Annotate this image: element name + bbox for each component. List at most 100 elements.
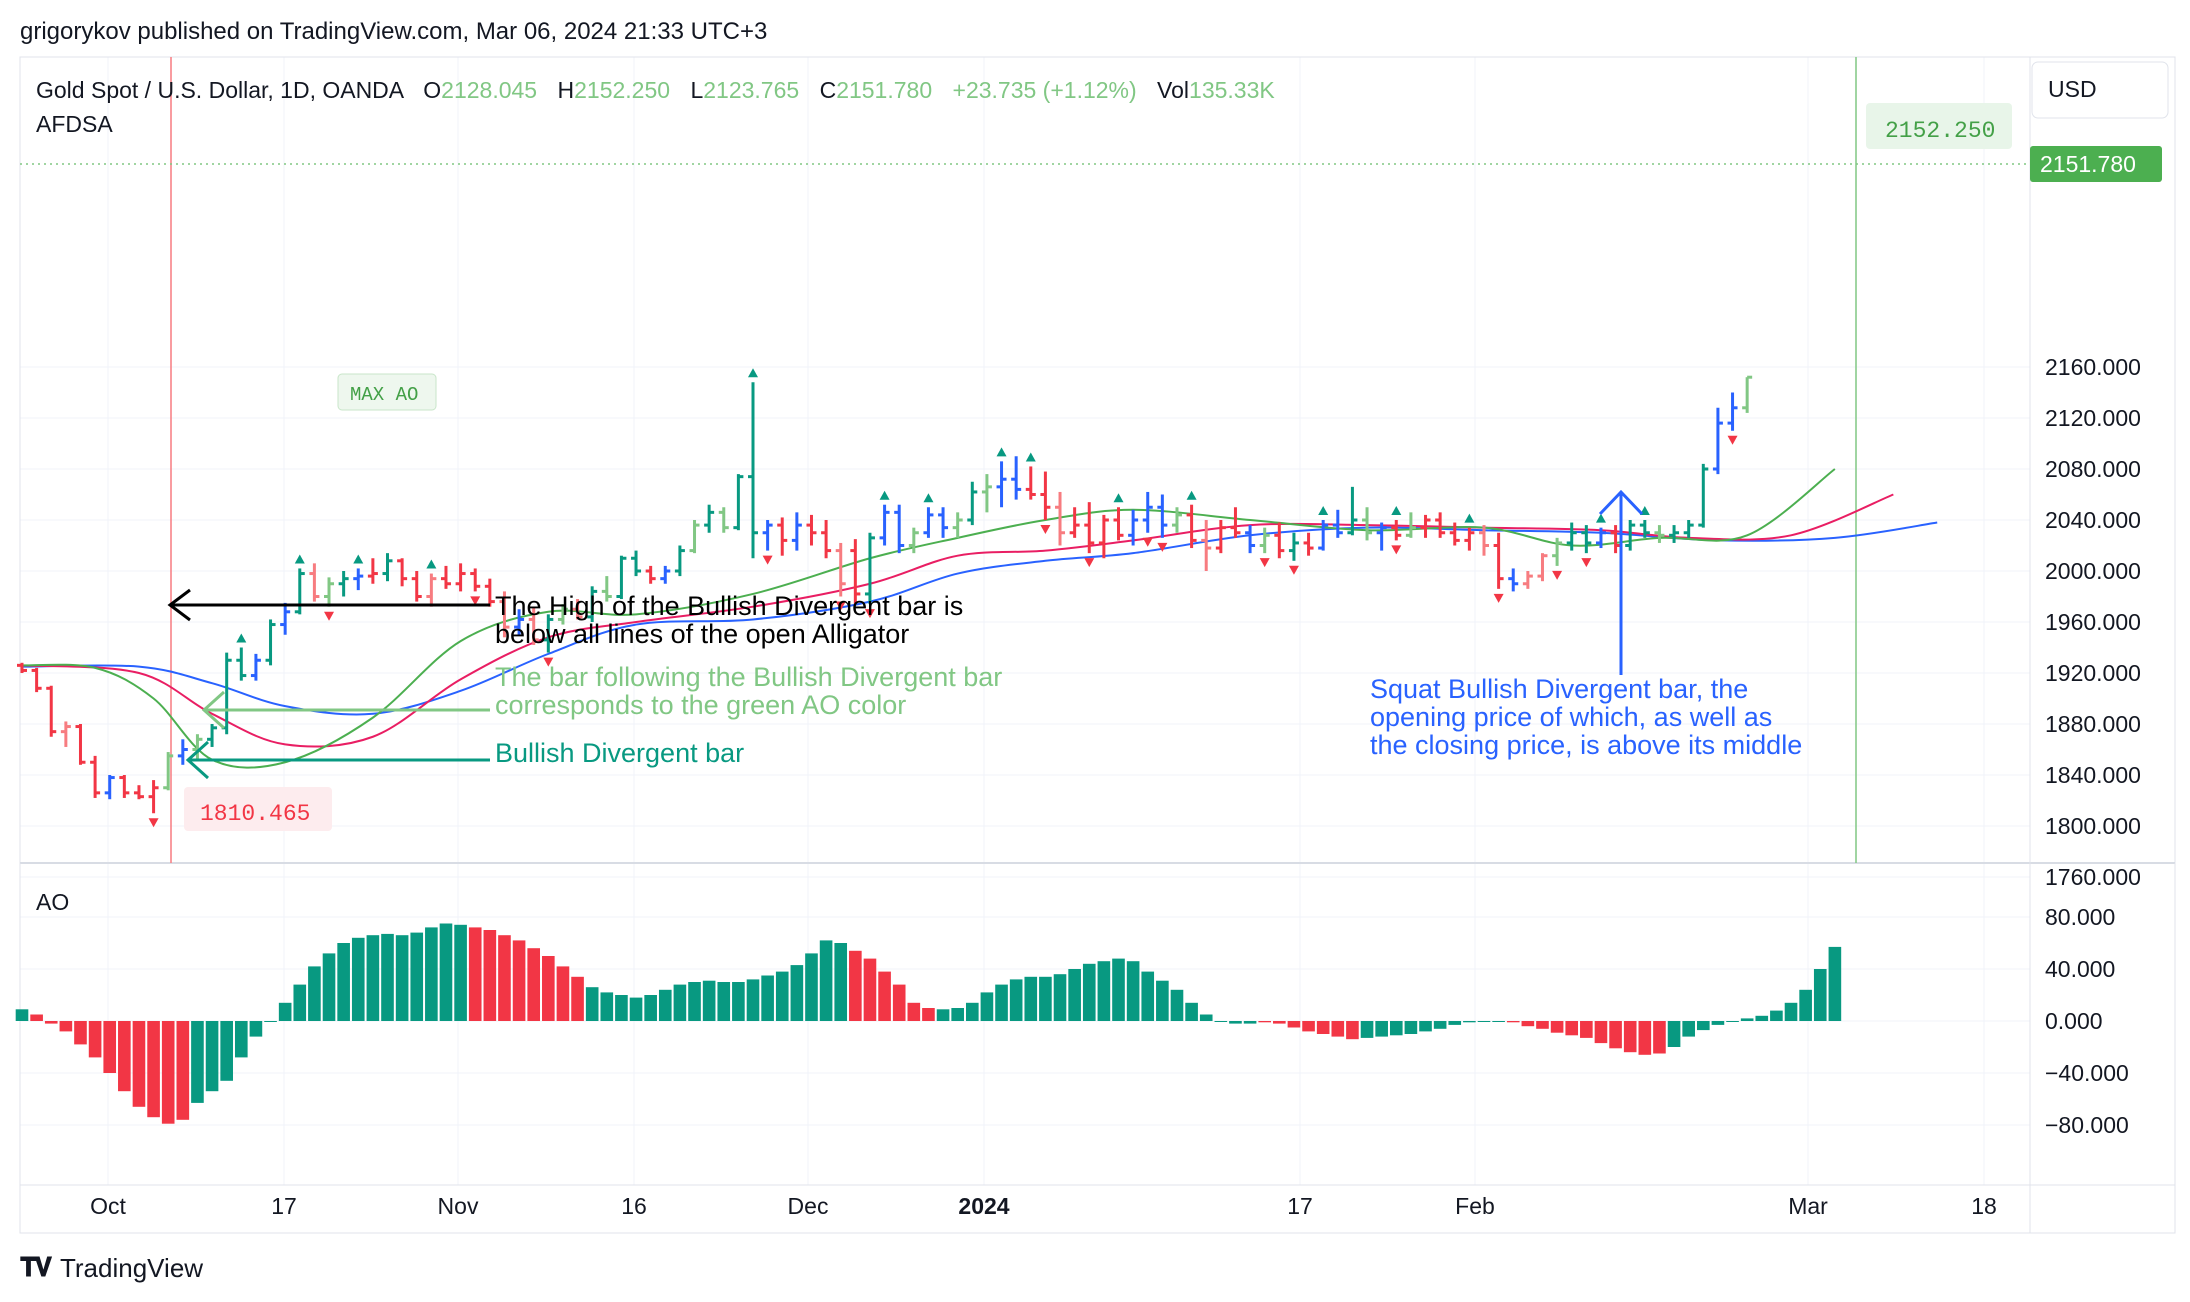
high-price-label-bg <box>1866 103 2012 149</box>
main-pane-grid <box>20 57 2030 878</box>
ao-bar <box>74 1021 87 1045</box>
ao-bar <box>59 1021 73 1032</box>
ohlc-bar <box>733 474 744 531</box>
ao-bar <box>234 1021 248 1058</box>
ohlc-bar <box>660 565 671 584</box>
fractal-up-marker <box>1464 513 1475 523</box>
footer-brand[interactable]: 𝐓𝐕 TradingView <box>20 1252 203 1284</box>
tradingview-logo-icon: 𝐓𝐕 <box>20 1252 52 1282</box>
ohlc-bar <box>499 591 510 638</box>
ao-bar <box>1302 1021 1315 1032</box>
ohlc-bar <box>1055 491 1066 546</box>
ao-bar <box>761 975 774 1021</box>
ao-bar <box>1711 1021 1725 1025</box>
ao-bar <box>1580 1021 1593 1038</box>
fractal-down-marker <box>1552 570 1563 580</box>
ao-bar <box>1316 1021 1330 1034</box>
fractal-down-marker <box>1040 525 1051 534</box>
ao-bar <box>1609 1021 1622 1049</box>
ohlc-bar <box>1742 375 1753 413</box>
fractal-down-marker <box>835 601 846 611</box>
ohlc-bar <box>1669 525 1680 543</box>
ao-bar <box>1682 1021 1695 1037</box>
ao-bar <box>732 982 745 1021</box>
ohlc-bar <box>762 520 773 551</box>
ao-bar <box>1813 969 1827 1021</box>
time-tick-label: 2024 <box>958 1193 1009 1219</box>
ohlc-bar <box>1040 471 1051 520</box>
fractal-down-marker <box>470 596 481 606</box>
ao-bar <box>1770 1010 1783 1021</box>
ohlc-bar <box>338 571 349 597</box>
ohlc-bar <box>1347 486 1358 536</box>
ao-bar <box>878 971 891 1021</box>
ohlc-bar <box>1113 507 1124 541</box>
price-axis: 2160.000 2120.000 2080.000 2040.000 2000.000… <box>2045 354 2141 890</box>
annotation-squat-line1: Squat Bullish Divergent bar, the <box>1370 674 1748 704</box>
ao-bar <box>1638 1021 1652 1055</box>
ao-bar <box>542 956 555 1021</box>
ohlc-bar <box>1274 522 1285 559</box>
ao-bar <box>556 966 570 1021</box>
ao-bar <box>658 989 672 1021</box>
price-tick-label: 2160.000 <box>2045 354 2141 380</box>
annotation-arrow-bullish-divergent <box>185 740 490 780</box>
ohlc-bar <box>1581 525 1592 554</box>
ohlc-bar <box>1610 525 1621 554</box>
ohlc-bar <box>90 755 101 798</box>
ohlc-bar <box>674 545 685 577</box>
ao-bar <box>585 987 599 1021</box>
ohlc-bar <box>704 504 715 533</box>
ohlc-bar <box>1362 507 1373 541</box>
ohlc-bar <box>514 609 525 635</box>
time-axis: Oct 17 Nov 16 Dec 2024 17 Feb Mar 18 <box>90 1193 1997 1219</box>
ohlc-bar <box>1654 525 1665 543</box>
max-ao-label: MAX AO <box>350 384 418 406</box>
fractal-up-marker <box>879 490 890 500</box>
ohlc-bar <box>1391 520 1402 541</box>
ao-bar <box>995 984 1008 1021</box>
price-tick-label: 2040.000 <box>2045 507 2141 533</box>
ohlc-bar <box>133 785 144 800</box>
ao-axis: 80.000 40.000 0.000 −40.000 −80.000 <box>2045 904 2129 1138</box>
ohlc-bar <box>645 565 656 584</box>
currency-button[interactable]: USD <box>2048 76 2097 102</box>
ao-bar <box>366 935 380 1021</box>
ao-bar <box>118 1021 131 1092</box>
ohlc-bar <box>791 512 802 551</box>
fractal-down-marker <box>762 555 773 565</box>
annotation-high-line2: below all lines of the open Alligator <box>495 619 909 649</box>
ohlc-bar <box>1318 520 1329 551</box>
ao-bar <box>1243 1021 1257 1024</box>
currency-button-bg[interactable] <box>2031 61 2169 119</box>
indicator-name: AFDSA <box>36 111 113 137</box>
ao-bar <box>1287 1021 1301 1028</box>
fractal-up-marker <box>1113 493 1124 503</box>
ohlc-bar <box>557 604 568 625</box>
last-price-value: 2151.780 <box>2040 151 2136 177</box>
fractal-down-marker <box>1288 565 1299 575</box>
ao-bar <box>907 1002 921 1021</box>
annotation-arrow-high <box>167 588 490 622</box>
ao-bar <box>1667 1021 1681 1047</box>
ao-bar <box>1053 974 1067 1021</box>
ohlc-bar <box>1595 527 1606 549</box>
ao-bar <box>381 933 394 1021</box>
ao-bar <box>249 1021 263 1037</box>
low-label: L <box>690 77 703 103</box>
ao-bar <box>1360 1021 1374 1038</box>
ohlc-bar <box>967 481 978 526</box>
ao-bar <box>805 953 818 1021</box>
ao-tick-label: 0.000 <box>2045 1008 2103 1034</box>
fractal-up-marker <box>1186 490 1197 500</box>
ao-bar <box>1273 1021 1286 1024</box>
main-pane-border <box>19 56 2176 864</box>
time-tick-label: 16 <box>621 1193 647 1219</box>
annotation-squat-line2: opening price of which, as well as <box>1370 702 1772 732</box>
ohlc-bar <box>353 568 364 591</box>
open-label: O <box>423 77 441 103</box>
ao-bar <box>1799 989 1812 1021</box>
fractal-down-marker <box>1727 435 1738 445</box>
ohlc-bar <box>587 586 598 622</box>
